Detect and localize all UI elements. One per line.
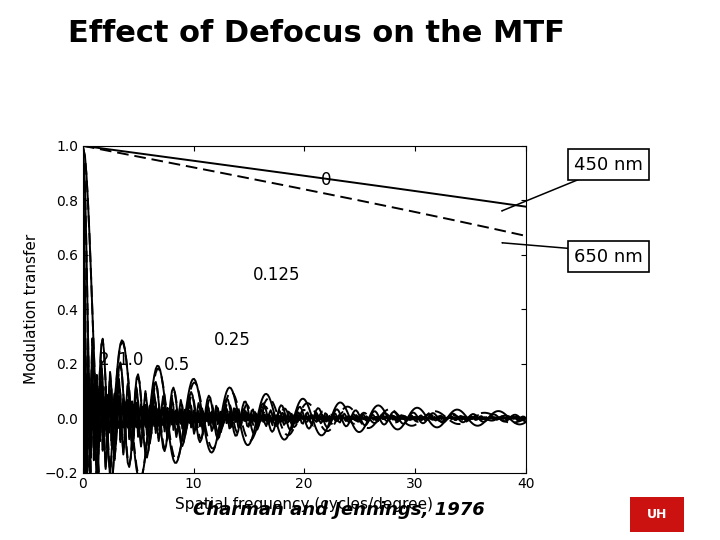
Text: 0: 0 — [321, 171, 332, 189]
Text: 0.25: 0.25 — [214, 332, 251, 349]
Text: 450 nm: 450 nm — [574, 156, 643, 174]
Y-axis label: Modulation transfer: Modulation transfer — [24, 234, 39, 384]
X-axis label: Spatial frequency (cycles/degree): Spatial frequency (cycles/degree) — [175, 497, 433, 512]
Text: 1.0: 1.0 — [117, 350, 143, 368]
Text: Effect of Defocus on the MTF: Effect of Defocus on the MTF — [68, 19, 565, 48]
Text: 2: 2 — [99, 350, 109, 368]
Text: UH: UH — [647, 508, 667, 521]
Text: 0.125: 0.125 — [253, 266, 300, 284]
Text: 650 nm: 650 nm — [574, 247, 643, 266]
Text: Charman and Jennings, 1976: Charman and Jennings, 1976 — [192, 502, 485, 519]
Text: 0.5: 0.5 — [163, 356, 190, 374]
